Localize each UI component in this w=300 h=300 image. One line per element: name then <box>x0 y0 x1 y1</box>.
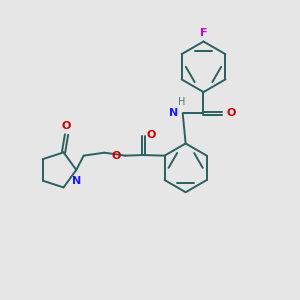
Text: O: O <box>62 121 71 131</box>
Text: N: N <box>72 176 81 187</box>
Text: F: F <box>200 28 207 38</box>
Text: N: N <box>169 108 178 118</box>
Text: O: O <box>147 130 156 140</box>
Text: H: H <box>178 97 186 107</box>
Text: O: O <box>226 108 236 118</box>
Text: O: O <box>112 151 121 160</box>
